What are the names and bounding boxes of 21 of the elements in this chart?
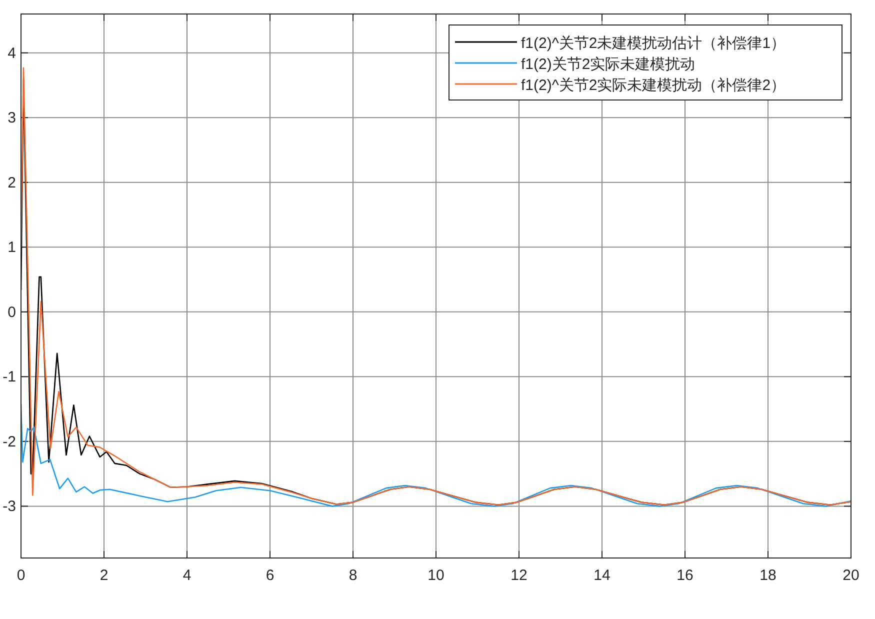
- y-tick-label: 1: [8, 239, 16, 256]
- x-tick-label: 18: [760, 567, 776, 584]
- y-tick-label: 3: [8, 110, 16, 127]
- x-tick-label: 10: [428, 567, 444, 584]
- legend-label: f1(2)关节2实际未建模扰动: [521, 56, 696, 73]
- x-tick-label: 6: [266, 567, 274, 584]
- y-tick-label: -1: [2, 368, 16, 386]
- y-tick-label: 2: [8, 174, 16, 192]
- x-tick-label: 14: [594, 567, 610, 584]
- x-tick-label: 8: [348, 567, 358, 584]
- x-tick-label: 12: [510, 567, 528, 584]
- x-tick-label: 2: [100, 567, 108, 584]
- x-tick-label: 20: [842, 567, 860, 584]
- y-tick-label: 4: [8, 44, 16, 62]
- y-tick-label: -3: [2, 498, 16, 516]
- x-tick-label: 16: [676, 567, 694, 584]
- y-tick-label: -2: [2, 433, 16, 450]
- x-tick-label: 4: [182, 567, 192, 584]
- legend-label: f1(2)^关节2未建模扰动估计（补偿律1）: [521, 35, 786, 52]
- legend-label: f1(2)^关节2实际未建模扰动（补偿律2）: [521, 77, 786, 94]
- y-tick-label: 0: [8, 304, 16, 321]
